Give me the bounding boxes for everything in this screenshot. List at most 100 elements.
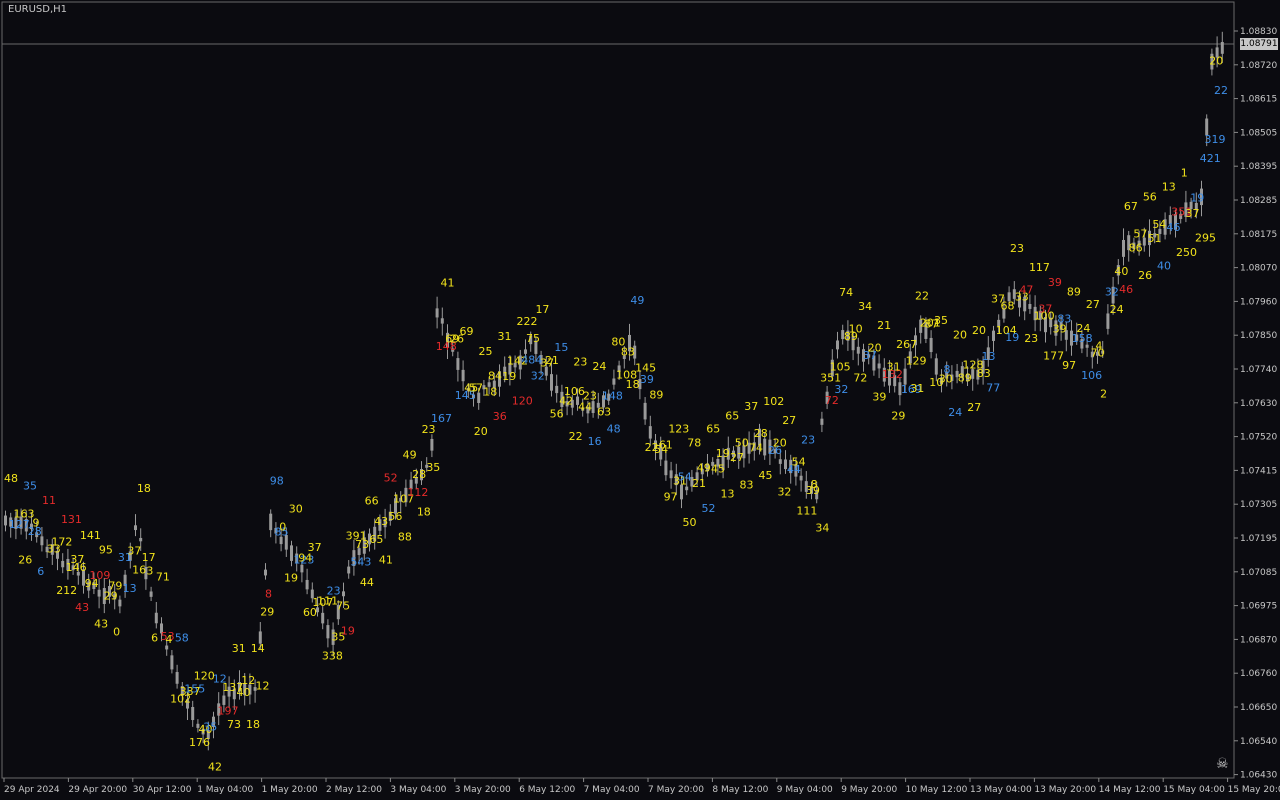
- candle-body: [768, 439, 772, 454]
- candle-body: [186, 699, 189, 709]
- candle-body: [368, 533, 371, 545]
- candle-body: [388, 511, 392, 522]
- candle-body: [1012, 289, 1016, 299]
- candle-body: [435, 308, 439, 318]
- candle-body: [61, 560, 65, 568]
- tick-count-label: 421: [1200, 152, 1221, 165]
- candle-body: [602, 395, 605, 408]
- candle-body: [352, 550, 356, 567]
- tick-count-label: 8: [265, 587, 272, 600]
- candle-body: [274, 527, 278, 534]
- tick-count-label: 12: [255, 680, 269, 693]
- tick-count-label: 37: [1038, 302, 1052, 315]
- tick-count-label: 18: [246, 718, 260, 731]
- tick-count-label: 23: [573, 355, 587, 368]
- candle-body: [856, 346, 860, 354]
- price-axis-label: 1.08395: [1240, 162, 1277, 172]
- tick-count-label: 72: [853, 371, 867, 384]
- candle-body: [24, 519, 28, 532]
- tick-count-label: 6: [37, 565, 44, 578]
- candle-body: [820, 418, 824, 425]
- tick-count-label: 56: [388, 510, 402, 523]
- candle-body: [1018, 295, 1021, 308]
- tick-count-label: 37: [127, 545, 141, 558]
- price-axis-label: 1.07630: [1240, 399, 1277, 409]
- candle-body: [35, 532, 39, 538]
- tick-count-label: 111: [317, 595, 338, 608]
- candle-body: [430, 438, 434, 451]
- tick-count-label: 39: [872, 390, 886, 403]
- tick-count-label: 56: [550, 407, 564, 420]
- tick-count-label: 102: [170, 692, 191, 705]
- tick-count-label: 387: [180, 685, 201, 698]
- tick-count-label: 70: [1091, 347, 1105, 360]
- tick-count-label: 19: [341, 624, 355, 637]
- candle-body: [269, 513, 273, 531]
- time-axis-label: 3 May 04:00: [390, 785, 446, 795]
- candle-body: [986, 347, 990, 360]
- tick-count-label: 40: [199, 723, 213, 736]
- tick-count-label: 98: [270, 475, 284, 488]
- candle-body: [399, 497, 403, 502]
- candle-body: [565, 401, 569, 407]
- candle-body: [414, 477, 418, 484]
- candle-body: [596, 402, 600, 408]
- candle-body: [258, 631, 262, 644]
- tick-count-label: 148: [436, 340, 457, 353]
- candle-body: [711, 461, 715, 466]
- candle-body: [1184, 202, 1188, 217]
- candle-body: [232, 688, 236, 700]
- tick-count-label: 54: [1152, 218, 1166, 231]
- candle-body: [898, 382, 902, 396]
- tick-count-label: 484: [521, 354, 542, 367]
- tick-count-label: 97: [1062, 359, 1076, 372]
- candle-body: [160, 623, 163, 634]
- tick-count-label: 106: [1081, 369, 1102, 382]
- candle-body: [581, 407, 585, 411]
- candle-body: [128, 551, 132, 561]
- tick-count-label: 338: [322, 650, 343, 663]
- tick-count-label: 67: [1124, 200, 1138, 213]
- candle-body: [394, 498, 397, 514]
- candle-body: [19, 516, 23, 529]
- tick-count-label: 52: [384, 472, 398, 485]
- candle-body: [321, 612, 325, 624]
- tick-count-label: 89: [1067, 285, 1081, 298]
- candle-body: [1028, 304, 1032, 309]
- tick-count-label: 54: [654, 443, 668, 456]
- tick-count-label: 20: [474, 425, 488, 438]
- tick-count-label: 21: [877, 319, 891, 332]
- tick-count-label: 37: [991, 293, 1005, 306]
- tick-count-label: 35: [331, 630, 345, 643]
- candle-body: [206, 729, 210, 740]
- time-axis-label: 29 Apr 20:00: [68, 785, 127, 795]
- tick-count-label: 13: [1162, 181, 1176, 194]
- tick-count-label: 26: [18, 553, 32, 566]
- candle-body: [175, 672, 179, 684]
- tick-count-label: 83: [977, 367, 991, 380]
- candle-body: [331, 629, 335, 645]
- tick-count-label: 71: [156, 571, 170, 584]
- tick-count-label: 129: [906, 355, 927, 368]
- candle-body: [695, 472, 699, 481]
- candle-body: [76, 571, 80, 576]
- candle-body: [4, 515, 7, 526]
- candle-body: [726, 447, 730, 460]
- price-axis-label: 1.07195: [1240, 534, 1277, 544]
- price-axis-label: 1.07850: [1240, 331, 1277, 341]
- candle-body: [669, 470, 673, 479]
- tick-count-label: 27: [1086, 298, 1100, 311]
- tick-count-label: 3: [146, 565, 153, 578]
- candle-body: [71, 565, 75, 571]
- candle-body: [529, 335, 533, 345]
- candle-body: [1085, 344, 1089, 348]
- candle-body: [170, 655, 174, 670]
- tick-count-label: 32: [777, 485, 791, 498]
- tick-count-label: 46: [1167, 221, 1181, 234]
- tick-count-label: 4: [165, 633, 172, 646]
- candle-body: [466, 388, 470, 392]
- candle-body: [446, 332, 449, 348]
- tick-count-label: 29: [104, 589, 118, 602]
